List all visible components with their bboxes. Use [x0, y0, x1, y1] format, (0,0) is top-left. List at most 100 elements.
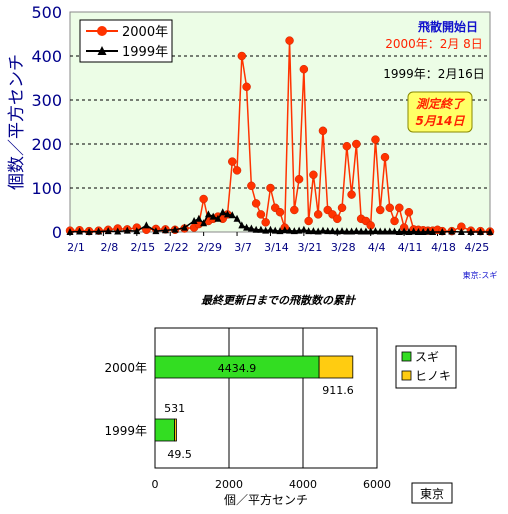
point-1999年-61: [419, 228, 427, 235]
point-1999年-29: [266, 225, 274, 233]
legend2-swatch-スギ: [401, 351, 412, 362]
category-label-1999年: 1999年: [104, 424, 147, 438]
point-1999年-21: [228, 211, 236, 219]
y-tick-label-300: 300: [31, 91, 62, 110]
point-1999年-10: [161, 226, 169, 234]
point-2000年-31: [275, 207, 285, 217]
point-1999年-47: [352, 227, 360, 235]
point-2000年-15: [199, 194, 208, 204]
point-1999年-36: [300, 225, 308, 233]
bar-2000年-ヒノキ: [318, 355, 354, 379]
x2-tick-label-6000: 6000: [363, 478, 391, 491]
point-1999年-14: [195, 214, 203, 222]
point-1999年-65: [448, 227, 456, 235]
y-axis-label: 個数／平方センチ: [7, 54, 27, 190]
point-1999年-42: [329, 227, 336, 235]
point-2000年-39: [313, 210, 323, 219]
point-2000年-26: [251, 199, 261, 208]
point-1999年-64: [438, 228, 446, 235]
legend2-label-スギ: スギ: [415, 350, 439, 364]
x-tick-label-3/21: 3/21: [298, 241, 323, 254]
point-2000年-53: [380, 152, 390, 162]
point-1999年-37: [305, 227, 313, 235]
end-date-label: 測定終了: [416, 97, 466, 111]
start-date-1999: 1999年：2月16日: [383, 67, 484, 81]
point-1999年-17: [209, 212, 217, 220]
point-2000年-47: [352, 139, 361, 149]
category-label-2000年: 2000年: [104, 361, 147, 375]
point-1999年-69: [486, 228, 494, 235]
point-1999年-24: [243, 223, 251, 231]
plot-area-2: [154, 327, 378, 469]
y-tick-label-100: 100: [31, 179, 62, 198]
point-2000年-56: [395, 203, 404, 213]
x-tick-label-3/7: 3/7: [234, 241, 252, 254]
point-1999年-8: [142, 221, 150, 229]
legend-marker-1999年: [97, 46, 107, 55]
series-line-1999年: [69, 211, 490, 233]
legend2-swatch-ヒノキ: [401, 370, 412, 381]
point-2000年-24: [242, 82, 251, 92]
y-tick-label-0: 0: [52, 223, 62, 242]
y-tick-label-200: 200: [31, 135, 62, 154]
point-1999年-48: [357, 227, 365, 235]
point-2000年-44: [337, 203, 347, 213]
point-1999年-12: [181, 223, 189, 231]
point-1999年-38: [309, 227, 317, 235]
point-2000年-21: [228, 157, 237, 166]
point-1999年-2: [85, 228, 93, 235]
point-1999年-32: [281, 226, 289, 234]
point-1999年-40: [319, 226, 327, 234]
point-1999年-0: [66, 228, 74, 235]
point-1999年-26: [252, 225, 260, 233]
point-1999年-6: [123, 226, 131, 234]
source-label: 東京:スギ: [463, 270, 498, 280]
x-tick-label-2/1: 2/1: [67, 241, 85, 254]
point-2000年-51: [371, 135, 380, 144]
point-1999年-50: [367, 227, 375, 235]
point-1999年-60: [414, 228, 422, 235]
point-1999年-53: [381, 227, 389, 235]
point-2000年-33: [285, 36, 294, 45]
point-2000年-55: [390, 216, 399, 226]
x2-tick-label-0: 0: [152, 478, 159, 491]
point-2000年-35: [294, 174, 304, 184]
y-tick-label-500: 500: [31, 3, 62, 22]
x2-axis-label: 個／平方センチ: [224, 492, 308, 507]
point-1999年-58: [405, 228, 413, 235]
point-1999年-27: [257, 225, 265, 233]
end-date-value: 5月14日: [415, 114, 465, 128]
point-2000年-36: [299, 64, 309, 74]
x-tick-label-4/4: 4/4: [368, 241, 386, 254]
start-date-title: 飛散開始日: [417, 19, 478, 34]
point-2000年-22: [232, 166, 242, 175]
region-box: [411, 482, 453, 504]
point-2000年-46: [347, 190, 356, 199]
point-1999年-66: [457, 228, 465, 235]
value-label-2000-sugi: 4434.9: [218, 362, 257, 375]
x-tick-label-2/15: 2/15: [130, 241, 155, 254]
point-2000年-43: [333, 214, 342, 224]
value-label-1999-sugi: 531: [164, 402, 185, 415]
region-label: 東京: [420, 487, 444, 501]
legend-label-2000年: 2000年: [122, 25, 168, 40]
point-1999年-13: [190, 217, 198, 224]
point-1999年-18: [214, 214, 222, 222]
point-1999年-34: [290, 227, 298, 235]
x2-tick-label-4000: 4000: [289, 478, 317, 491]
point-2000年-29: [266, 183, 275, 193]
point-1999年-57: [400, 227, 408, 235]
value-label-1999-hinoki: 49.5: [167, 448, 192, 461]
point-2000年-23: [237, 51, 247, 61]
end-date-box: [407, 91, 473, 133]
x-tick-label-4/25: 4/25: [465, 241, 490, 254]
start-date-2000: 2000年：2月 8日: [385, 37, 483, 51]
point-1999年-11: [171, 225, 179, 233]
point-1999年-67: [467, 228, 475, 235]
point-1999年-43: [333, 227, 341, 235]
legend-1: [79, 19, 173, 63]
point-1999年-59: [410, 227, 418, 235]
point-2000年-58: [404, 207, 414, 217]
legend-marker-2000年: [97, 26, 107, 36]
x-tick-label-4/18: 4/18: [431, 241, 456, 254]
